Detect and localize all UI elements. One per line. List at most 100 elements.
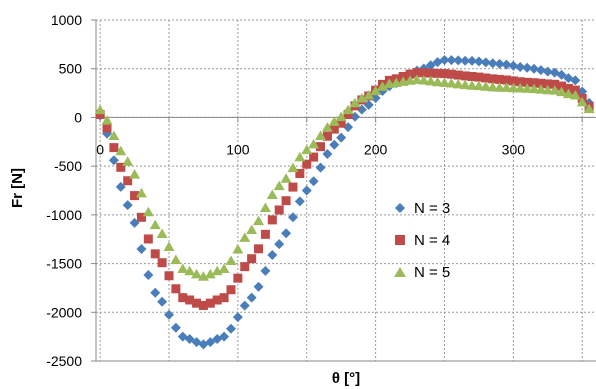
- data-point: [212, 295, 222, 305]
- data-point: [425, 75, 437, 86]
- y-tick-label: -2500: [46, 353, 82, 369]
- data-point: [253, 215, 265, 226]
- data-point: [149, 219, 161, 230]
- data-point: [452, 78, 464, 89]
- data-point: [576, 96, 588, 107]
- data-point: [349, 97, 361, 108]
- data-point: [136, 212, 146, 222]
- legend: N = 3 N = 4 N = 5: [394, 200, 450, 281]
- legend-item-n5: N = 5: [394, 264, 450, 281]
- data-point: [309, 152, 319, 162]
- data-point: [94, 104, 106, 115]
- data-point: [453, 70, 463, 80]
- data-point: [225, 255, 237, 266]
- data-point: [301, 185, 312, 196]
- data-point: [170, 322, 181, 333]
- data-point: [163, 241, 175, 252]
- data-point: [514, 83, 526, 93]
- tick-labels: 1000 500 0 -500 -1000 -1500 -2000 -2500 0 100 200 3…: [46, 12, 525, 369]
- data-point: [432, 76, 444, 87]
- data-point: [556, 69, 567, 80]
- data-point: [143, 234, 153, 244]
- data-point: [184, 265, 196, 276]
- data-point: [329, 124, 339, 134]
- data-point: [542, 84, 554, 95]
- data-point: [266, 189, 278, 200]
- data-point: [178, 293, 188, 303]
- data-point: [418, 75, 430, 85]
- data-point: [446, 69, 456, 79]
- data-point: [328, 116, 340, 126]
- y-tick-label: -2000: [46, 304, 82, 320]
- data-point: [171, 284, 181, 294]
- data-point: [570, 75, 581, 86]
- data-point: [198, 300, 208, 310]
- data-point: [115, 145, 127, 156]
- data-point: [543, 79, 553, 89]
- data-point: [536, 78, 546, 88]
- legend-item-n3: N = 3: [395, 200, 450, 217]
- legend-item-n4: N = 4: [395, 232, 450, 249]
- data-point: [453, 55, 464, 66]
- data-point: [487, 58, 498, 69]
- data-point: [281, 196, 291, 206]
- data-point: [460, 55, 471, 66]
- data-point: [260, 229, 270, 239]
- data-point: [288, 182, 298, 192]
- data-point: [515, 77, 525, 87]
- data-point: [377, 81, 389, 91]
- data-point: [439, 69, 449, 79]
- data-point: [109, 143, 119, 153]
- data-point: [218, 263, 230, 273]
- data-point: [356, 92, 368, 103]
- data-point: [102, 123, 112, 133]
- data-point: [281, 228, 292, 239]
- data-point: [557, 81, 567, 91]
- y-tick-label: 1000: [51, 12, 82, 28]
- data-point: [219, 293, 229, 303]
- x-tick-label: 100: [226, 141, 250, 157]
- data-point: [232, 312, 243, 323]
- data-point: [267, 215, 277, 225]
- data-point: [529, 63, 540, 74]
- data-point: [445, 77, 457, 88]
- data-point: [466, 80, 478, 90]
- data-point: [412, 68, 422, 78]
- data-point: [473, 80, 485, 91]
- data-point: [411, 74, 423, 84]
- data-point: [343, 110, 353, 120]
- data-point: [528, 83, 540, 94]
- data-point: [322, 131, 332, 141]
- data-point: [521, 83, 533, 93]
- data-point: [122, 200, 133, 211]
- data-point: [308, 138, 320, 149]
- data-point: [273, 180, 285, 191]
- data-point: [473, 56, 484, 67]
- data-point: [274, 205, 284, 215]
- data-point: [500, 82, 512, 92]
- data-point: [177, 263, 189, 273]
- x-tick-label: 0: [96, 141, 104, 157]
- data-point: [522, 77, 532, 87]
- data-point: [156, 228, 168, 239]
- data-point: [370, 85, 382, 96]
- data-point: [315, 162, 326, 173]
- y-tick-label: -1000: [46, 207, 82, 223]
- data-point: [336, 118, 346, 128]
- data-point: [184, 333, 195, 344]
- data-point: [563, 83, 573, 93]
- data-point: [287, 212, 298, 223]
- data-point: [280, 173, 292, 183]
- data-point: [259, 202, 271, 213]
- data-point: [157, 296, 168, 307]
- data-point: [142, 206, 154, 217]
- data-point: [191, 268, 203, 279]
- data-point: [239, 300, 250, 311]
- data-point: [549, 85, 561, 95]
- data-point: [405, 69, 415, 79]
- data-point: [487, 81, 499, 92]
- data-point: [439, 54, 450, 65]
- data-point: [556, 86, 568, 97]
- series-n-4: [95, 68, 594, 310]
